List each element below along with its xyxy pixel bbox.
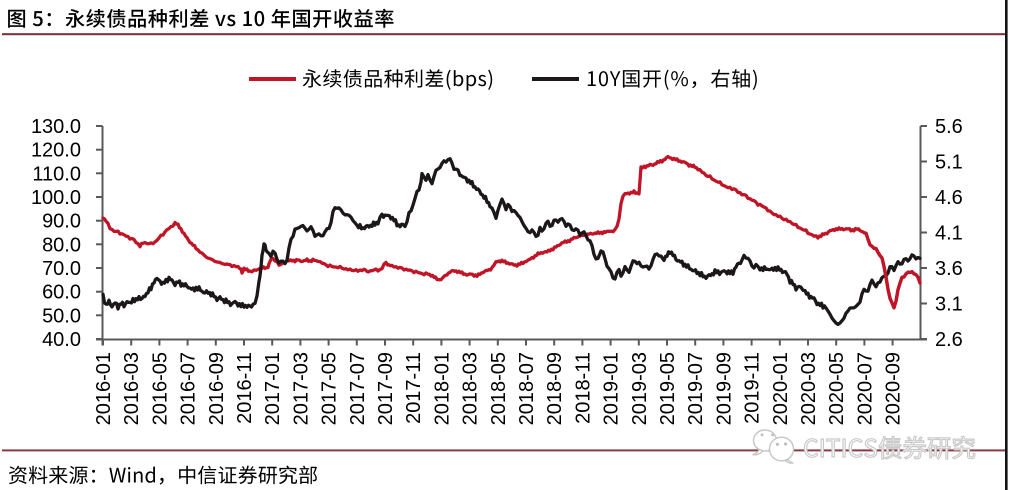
- svg-text:50.0: 50.0: [42, 305, 81, 327]
- svg-text:2020-05: 2020-05: [826, 352, 848, 425]
- svg-text:2020-03: 2020-03: [798, 352, 820, 425]
- svg-text:2016-11: 2016-11: [234, 352, 256, 424]
- svg-text:2019-01: 2019-01: [601, 352, 623, 425]
- svg-text:90.0: 90.0: [42, 211, 81, 233]
- svg-text:60.0: 60.0: [42, 282, 81, 304]
- svg-text:2019-07: 2019-07: [685, 352, 707, 425]
- svg-text:130.0: 130.0: [31, 116, 81, 138]
- svg-text:2.6: 2.6: [935, 329, 963, 351]
- svg-text:2018-03: 2018-03: [460, 352, 482, 425]
- svg-text:2017-09: 2017-09: [375, 352, 397, 425]
- svg-text:2017-05: 2017-05: [319, 352, 341, 425]
- svg-text:3.6: 3.6: [935, 258, 963, 280]
- svg-text:2017-01: 2017-01: [262, 352, 284, 425]
- svg-text:40.0: 40.0: [42, 329, 81, 351]
- svg-text:2018-07: 2018-07: [516, 352, 538, 425]
- svg-text:4.6: 4.6: [935, 187, 963, 209]
- svg-text:2017-11: 2017-11: [403, 352, 425, 424]
- svg-text:2019-05: 2019-05: [657, 352, 679, 425]
- svg-text:2020-09: 2020-09: [883, 352, 905, 425]
- svg-text:2016-05: 2016-05: [149, 352, 171, 425]
- svg-text:5.1: 5.1: [935, 152, 963, 174]
- svg-text:70.0: 70.0: [42, 258, 81, 280]
- svg-text:110.0: 110.0: [32, 163, 81, 185]
- svg-text:2019-11: 2019-11: [742, 352, 764, 424]
- svg-text:2018-01: 2018-01: [431, 352, 453, 425]
- svg-text:2017-03: 2017-03: [290, 352, 312, 425]
- svg-text:5.6: 5.6: [935, 116, 963, 138]
- svg-text:4.1: 4.1: [935, 223, 963, 245]
- svg-text:3.1: 3.1: [935, 294, 963, 316]
- svg-text:2018-05: 2018-05: [488, 352, 510, 425]
- svg-text:120.0: 120.0: [31, 140, 81, 162]
- svg-text:2020-01: 2020-01: [770, 352, 792, 425]
- svg-text:2016-09: 2016-09: [206, 352, 228, 425]
- svg-text:2016-03: 2016-03: [121, 352, 143, 425]
- svg-text:2018-09: 2018-09: [544, 352, 566, 425]
- svg-text:2016-01: 2016-01: [93, 352, 115, 425]
- svg-text:2020-07: 2020-07: [854, 352, 876, 425]
- svg-text:2017-07: 2017-07: [347, 352, 369, 425]
- svg-text:2019-09: 2019-09: [713, 352, 735, 425]
- svg-text:2016-07: 2016-07: [178, 352, 200, 425]
- svg-text:2019-03: 2019-03: [629, 352, 651, 425]
- svg-text:100.0: 100.0: [31, 187, 81, 209]
- svg-text:2018-11: 2018-11: [572, 352, 594, 424]
- svg-text:80.0: 80.0: [42, 234, 81, 256]
